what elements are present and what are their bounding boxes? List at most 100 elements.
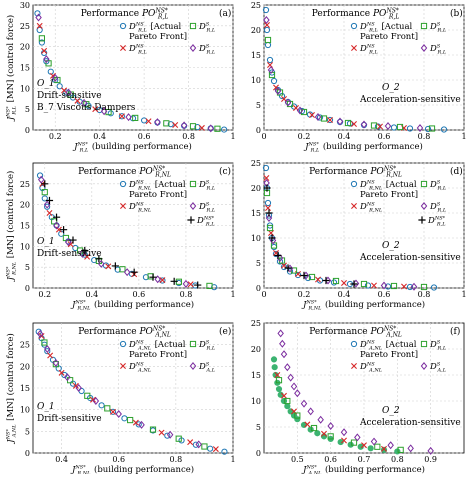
point-square (104, 405, 111, 412)
legend-label: DNS R,L (359, 44, 379, 56)
point-cross (47, 352, 54, 359)
y-tick-label: 0 (256, 126, 261, 135)
point-diamond (294, 389, 301, 398)
point-diamond (314, 113, 322, 121)
point-cross (264, 22, 270, 28)
x-axis-label: JNS* R,NL (building performance) (70, 299, 194, 312)
point-circle (262, 164, 270, 172)
point-diamond (370, 437, 378, 446)
point-circle (367, 445, 374, 452)
point-circle (406, 283, 414, 291)
x-tick-label: 0.4 (338, 290, 351, 299)
point-plus (149, 273, 157, 281)
point-circle (284, 403, 291, 410)
point-cross (72, 382, 79, 389)
point-diamond (35, 13, 42, 22)
x-tick-label: 0.6 (133, 290, 146, 299)
point-diamond (267, 66, 275, 74)
y-axis-label: JNS*R,NL [MN] (control force) (5, 171, 18, 283)
point-plus (170, 277, 178, 285)
y-tick-label: 25 (251, 1, 261, 10)
legend-label: DS R,L (198, 180, 216, 192)
point-circle (58, 230, 65, 237)
point-square (320, 115, 328, 122)
point-diamond (53, 221, 60, 230)
series-square (264, 36, 436, 132)
x-tick-label: 1 (230, 290, 235, 299)
y-tick-label: 5 (25, 105, 30, 114)
panel-letter: (e) (219, 326, 231, 337)
series-plus (263, 184, 358, 288)
point-circle (121, 415, 128, 422)
point-diamond (166, 430, 174, 439)
legend-label: Pareto Front] (129, 350, 187, 360)
point-diamond (180, 121, 188, 130)
point-circle (330, 279, 338, 286)
x-tick-label: 1 (461, 290, 466, 299)
legend-label: DS R,L (429, 202, 447, 214)
point-cross (274, 372, 281, 378)
point-diamond (284, 363, 291, 372)
point-square (420, 283, 428, 291)
point-diamond (327, 421, 334, 430)
x-tick-label: 0.7 (358, 455, 371, 464)
performance-label: Performance PONS* R,NL (309, 165, 403, 178)
y-axis-label: JNS*A,NL [MN] (control force) (5, 333, 18, 445)
point-square (284, 397, 291, 405)
legend-label: Pareto Front] (360, 32, 418, 42)
y-tick-label: 10 (20, 406, 30, 415)
point-circle (270, 356, 278, 363)
point-square (374, 443, 381, 450)
point-square (119, 266, 126, 273)
point-circle (192, 441, 199, 448)
point-diamond (123, 268, 131, 277)
panel-letter: (c) (219, 166, 231, 177)
x-tick-label: 0.8 (391, 455, 404, 464)
point-square (127, 416, 134, 424)
point-cross (321, 430, 327, 437)
plot-frame (263, 162, 465, 289)
legend-circle-marker (350, 22, 358, 30)
legend: DNS R,NL [Actual DS R,L Pareto Front] DNS R,N… (119, 180, 216, 228)
point-circle (276, 258, 284, 265)
point-diamond (195, 440, 202, 449)
point-diamond (317, 415, 324, 424)
point-diamond (36, 329, 44, 338)
point-square (189, 123, 197, 130)
point-plus (81, 246, 89, 255)
point-plus (69, 236, 77, 244)
legend-label: Pareto Front] (129, 190, 187, 200)
point-cross (281, 262, 287, 269)
point-square (132, 114, 139, 122)
point-square (308, 273, 316, 281)
point-circle (38, 39, 45, 46)
legend-label: DNS A,NL (128, 362, 152, 374)
y-tick-label: 20 (20, 362, 30, 371)
legend-diamond-marker (420, 44, 428, 52)
point-cross (92, 106, 99, 113)
point-cross (187, 281, 194, 288)
point-circle (280, 263, 288, 271)
point-square (327, 433, 334, 440)
point-square (41, 339, 48, 346)
legend-label: DS R,L (429, 340, 447, 352)
legend-label: DS R,L (198, 44, 216, 56)
point-circle (118, 113, 125, 120)
point-diamond (154, 275, 161, 284)
x-tick-label: 0.4 (93, 132, 106, 141)
legend-cross-marker (120, 203, 126, 209)
x-tick-label: 0.8 (169, 455, 182, 464)
point-cross (90, 396, 96, 403)
legend-label: DNS R,L [Actual (359, 22, 413, 34)
point-cross (281, 96, 287, 102)
legend: DNS R,L [Actual DS R,L Pareto Front]DNS R,L … (119, 22, 216, 56)
point-cross (401, 283, 407, 290)
y-tick-label: 0 (25, 284, 30, 293)
point-circle (262, 6, 270, 14)
y-tick-label: 10 (251, 234, 261, 243)
y-tick-label: 0 (25, 126, 30, 135)
legend-label: DS R,L (198, 340, 216, 352)
point-cross (371, 282, 377, 289)
